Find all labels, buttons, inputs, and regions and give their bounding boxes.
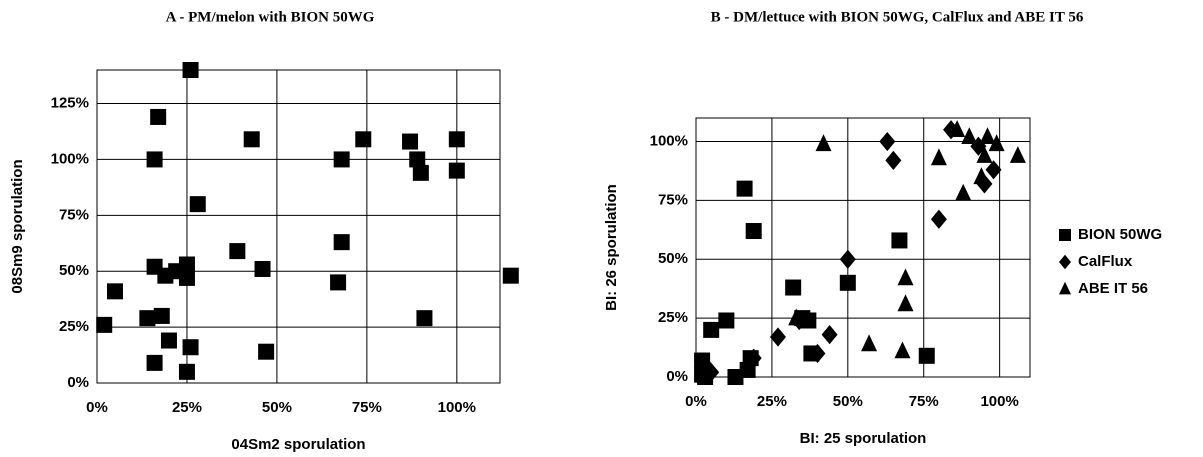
- x-axis-label: 04Sm2 sporulation: [231, 436, 365, 453]
- marker-triangle: [788, 308, 805, 326]
- x-tick-label: 25%: [757, 393, 787, 410]
- x-tick-label: 50%: [262, 399, 292, 416]
- marker-square: [412, 164, 429, 181]
- marker-square: [160, 332, 177, 349]
- legend-label: CalFlux: [1078, 253, 1133, 270]
- y-tick-label: 25%: [59, 318, 89, 335]
- marker-square: [243, 131, 260, 148]
- marker-triangle: [815, 134, 832, 152]
- marker-diamond: [885, 150, 902, 170]
- y-tick-label: 100%: [650, 133, 688, 150]
- x-tick-label: 0%: [86, 399, 108, 416]
- x-tick-label: 100%: [980, 393, 1018, 410]
- x-tick-label: 100%: [438, 399, 476, 416]
- marker-square: [182, 339, 199, 356]
- marker-diamond: [1059, 254, 1071, 270]
- y-tick-label: 50%: [658, 250, 688, 267]
- marker-square: [153, 307, 170, 324]
- marker-triangle: [979, 127, 996, 145]
- y-tick-label: 75%: [59, 206, 89, 223]
- y-tick-label: 50%: [59, 262, 89, 279]
- y-tick-label: 0%: [666, 368, 688, 385]
- marker-square: [178, 256, 195, 273]
- marker-diamond: [809, 343, 826, 364]
- marker-square: [96, 316, 113, 333]
- chart-title: A - PM/melon with BION 50WG: [166, 9, 375, 25]
- marker-square: [745, 223, 762, 240]
- marker-diamond: [769, 327, 786, 347]
- marker-square: [355, 131, 372, 148]
- marker-square: [448, 162, 465, 179]
- chart-title: B - DM/lettuce with BION 50WG, CalFlux a…: [711, 9, 1084, 25]
- marker-square: [416, 310, 433, 327]
- marker-triangle: [894, 341, 911, 359]
- marker-square: [146, 151, 163, 168]
- marker-square: [182, 62, 199, 78]
- marker-square: [229, 243, 246, 260]
- marker-triangle: [897, 294, 914, 312]
- marker-diamond: [839, 249, 856, 269]
- x-tick-label: 75%: [909, 393, 939, 410]
- marker-triangle: [976, 146, 993, 163]
- legend-label: BION 50WG: [1078, 226, 1162, 243]
- marker-triangle: [955, 183, 972, 201]
- marker-square: [146, 354, 163, 371]
- marker-square: [800, 312, 817, 329]
- marker-square: [254, 260, 271, 277]
- x-tick-label: 25%: [172, 399, 202, 416]
- marker-diamond: [703, 362, 720, 382]
- marker-square: [150, 108, 167, 125]
- marker-square: [703, 321, 720, 338]
- marker-square: [189, 196, 206, 213]
- marker-square: [139, 310, 156, 327]
- x-tick-label: 0%: [685, 393, 707, 410]
- marker-square: [178, 363, 195, 380]
- marker-triangle: [988, 134, 1005, 152]
- marker-square: [178, 269, 195, 286]
- x-axis-label: BI: 25 sporulation: [800, 430, 927, 447]
- marker-square: [718, 312, 735, 329]
- marker-diamond: [697, 355, 714, 375]
- marker-triangle: [930, 148, 947, 166]
- y-axis-label: 08Sm9 sporulation: [9, 159, 26, 293]
- marker-diamond: [930, 209, 947, 229]
- marker-square: [727, 369, 744, 385]
- marker-triangle: [897, 268, 914, 286]
- y-tick-label: 25%: [658, 309, 688, 326]
- marker-triangle: [1009, 146, 1026, 163]
- marker-square: [448, 131, 465, 148]
- marker-square: [333, 151, 350, 168]
- marker-triangle: [1059, 281, 1071, 295]
- y-tick-label: 75%: [658, 191, 688, 208]
- marker-diamond: [985, 160, 1002, 180]
- marker-square: [1059, 229, 1071, 241]
- y-tick-label: 125%: [51, 95, 89, 112]
- marker-square: [402, 133, 419, 150]
- marker-square: [785, 279, 802, 296]
- marker-triangle: [949, 120, 966, 137]
- x-tick-label: 50%: [833, 393, 863, 410]
- marker-diamond: [821, 325, 838, 345]
- y-tick-label: 0%: [67, 374, 89, 391]
- marker-square: [839, 274, 856, 291]
- marker-square: [330, 274, 347, 291]
- marker-square: [106, 283, 123, 300]
- marker-square: [502, 267, 519, 284]
- marker-square: [333, 234, 350, 251]
- marker-triangle: [961, 127, 978, 145]
- marker-diamond: [879, 131, 896, 152]
- legend-label: ABE IT 56: [1078, 280, 1148, 297]
- marker-square: [918, 347, 935, 364]
- marker-square: [258, 343, 275, 360]
- y-tick-label: 100%: [51, 150, 89, 167]
- marker-square: [409, 151, 426, 168]
- marker-square: [891, 232, 908, 249]
- marker-diamond: [745, 348, 762, 368]
- marker-triangle: [973, 167, 990, 185]
- x-tick-label: 75%: [352, 399, 382, 416]
- y-axis-label: BI: 26 sporulation: [603, 184, 620, 311]
- marker-triangle: [861, 334, 878, 352]
- marker-square: [736, 180, 753, 197]
